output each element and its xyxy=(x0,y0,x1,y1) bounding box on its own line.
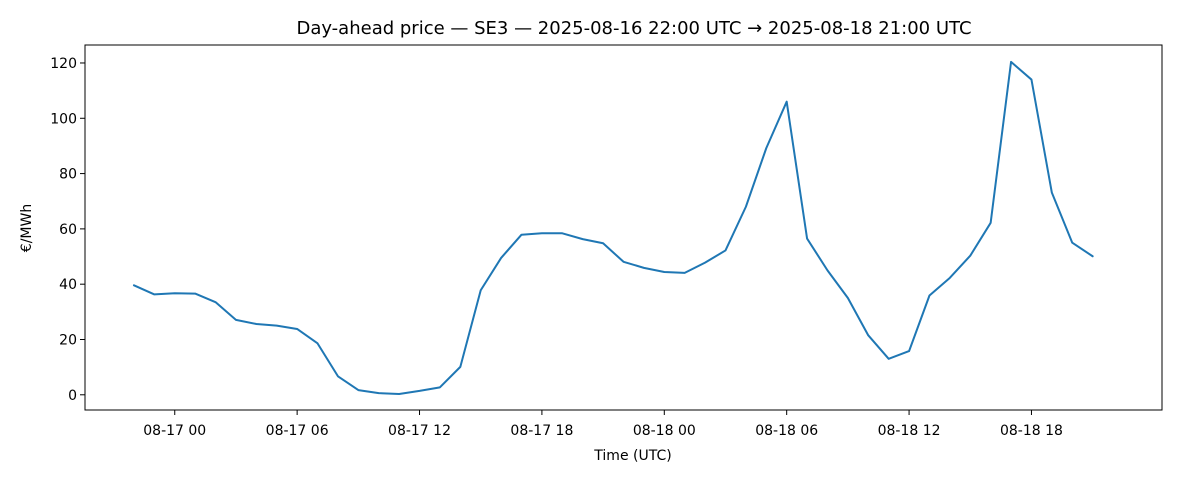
x-tick-label: 08-18 00 xyxy=(633,423,696,439)
x-tick-label: 08-18 18 xyxy=(1000,423,1063,439)
y-tick-label: 120 xyxy=(50,56,77,72)
x-tick-label: 08-17 00 xyxy=(143,423,206,439)
x-tick-label: 08-17 12 xyxy=(388,423,451,439)
y-axis-label: €/MWh xyxy=(19,204,35,252)
x-axis: 08-17 00 08-17 06 08-17 12 08-17 18 08-18 00… xyxy=(143,410,1063,439)
y-tick-label: 60 xyxy=(59,222,77,238)
plot-frame xyxy=(84,44,1163,411)
y-tick-label: 0 xyxy=(68,388,77,404)
y-tick-label: 20 xyxy=(59,332,77,348)
y-tick-label: 80 xyxy=(59,167,77,183)
y-tick-label: 100 xyxy=(50,111,77,127)
chart-title: Day-ahead price — SE3 — 2025-08-16 22:00… xyxy=(296,18,971,39)
x-tick-label: 08-18 12 xyxy=(878,423,941,439)
y-axis: 0 20 40 60 80 100 120 xyxy=(50,56,85,404)
series-line xyxy=(132,60,1094,395)
x-tick-label: 08-18 06 xyxy=(755,423,818,439)
plot-series xyxy=(132,60,1094,395)
x-tick-label: 08-17 06 xyxy=(266,423,329,439)
y-tick-label: 40 xyxy=(59,277,77,293)
x-tick-label: 08-17 18 xyxy=(510,423,573,439)
x-axis-label: Time (UTC) xyxy=(593,448,671,464)
